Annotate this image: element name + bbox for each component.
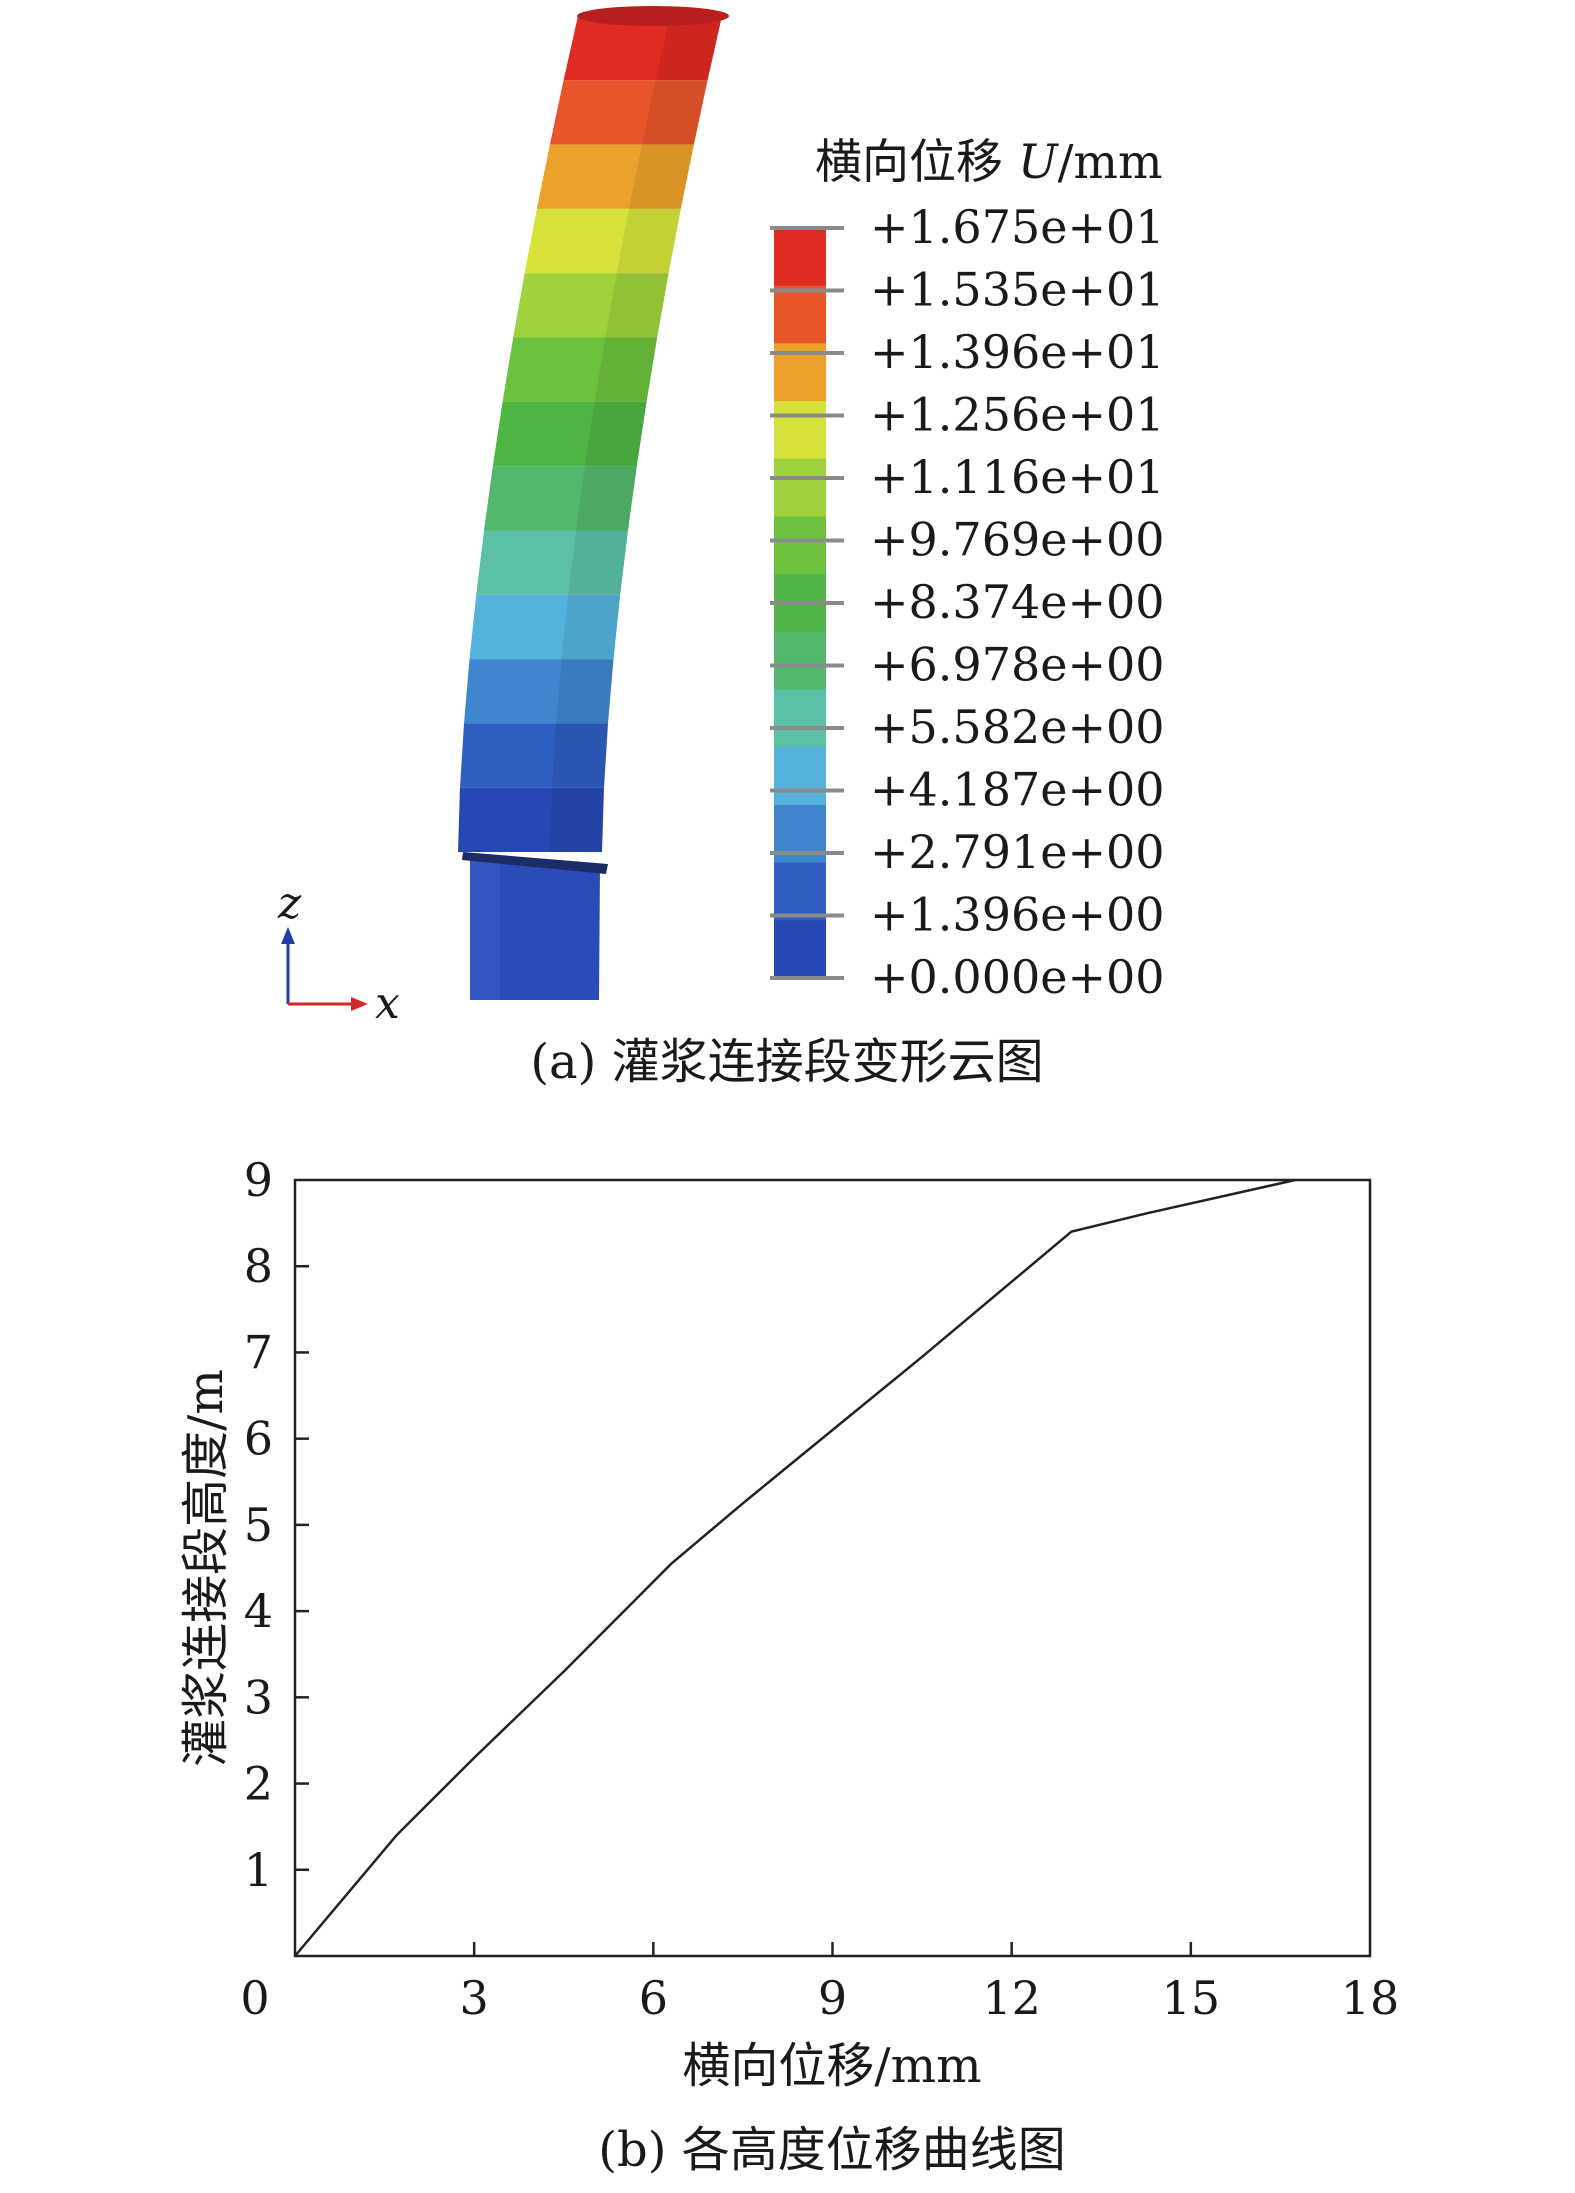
- column-band: [513, 273, 669, 338]
- legend-value-label: +1.675e+01: [870, 200, 1165, 254]
- deformation-contour-figure: z x 横向位移 U/mm +1.675e+01 +1.535e+01 +1.396…: [277, 6, 1165, 1090]
- y-axis-title: 灌浆连接段高度/m: [178, 1369, 234, 1767]
- y-tick-label: 9: [244, 1153, 273, 1207]
- legend-swatch: [774, 747, 826, 806]
- column-band: [563, 16, 722, 81]
- legend-value-label: +1.116e+01: [870, 450, 1165, 504]
- legend-swatch: [774, 631, 826, 691]
- x-tick-label: 3: [460, 1971, 489, 2025]
- y-tick-label: 7: [244, 1325, 273, 1379]
- column-band: [476, 530, 629, 595]
- column-band: [492, 401, 647, 467]
- displacement-curve: [294, 1178, 1296, 1957]
- column-band: [484, 466, 637, 531]
- color-legend: 横向位移 U/mm +1.675e+01 +1.535e+01 +1.396e+01…: [770, 135, 1165, 1004]
- x-tick-label: 15: [1162, 1971, 1221, 2025]
- y-tick-label: 3: [244, 1670, 273, 1724]
- legend-swatch: [774, 920, 826, 979]
- column-band: [536, 144, 694, 209]
- legend-value-label: +8.374e+00: [870, 575, 1165, 629]
- column-band: [464, 659, 614, 724]
- x-tick-label: 12: [982, 1971, 1041, 2025]
- legend-swatch: [774, 401, 826, 460]
- legend-swatch: [774, 862, 826, 921]
- legend-swatch: [774, 228, 826, 287]
- column-band: [502, 337, 658, 402]
- legend-value-label: +5.582e+00: [870, 700, 1165, 754]
- legend-swatch: [774, 516, 826, 575]
- legend-value-label: +4.187e+00: [870, 763, 1165, 817]
- legend-value-label: +2.791e+00: [870, 825, 1165, 879]
- x-axis-title: 横向位移/mm: [682, 2038, 981, 2094]
- legend-value-label: +1.256e+01: [870, 388, 1165, 442]
- column-band: [469, 594, 621, 660]
- column-band: [549, 80, 708, 145]
- legend-title: 横向位移 U/mm: [815, 135, 1163, 190]
- x-tick-label: 18: [1341, 1971, 1400, 2025]
- legend-swatch: [774, 458, 826, 517]
- y-tick-label: 8: [244, 1239, 273, 1293]
- column-band: [524, 208, 681, 274]
- x-axis-label: x: [375, 978, 400, 1029]
- y-tick-label: 2: [244, 1757, 273, 1811]
- legend-value-label: +6.978e+00: [870, 638, 1165, 692]
- column-base: [470, 860, 600, 1000]
- column-band: [459, 723, 609, 788]
- legend-value-label: +1.396e+01: [870, 325, 1165, 379]
- y-tick-label: 1: [244, 1843, 273, 1897]
- z-axis-label: z: [277, 878, 302, 929]
- legend-value-label: +0.000e+00: [870, 950, 1165, 1004]
- x-tick-label: 9: [818, 1971, 847, 2025]
- panel-b-caption: (b) 各高度位移曲线图: [598, 2122, 1065, 2178]
- y-tick-label: 4: [244, 1584, 273, 1638]
- column-band: [458, 787, 604, 852]
- column-top-cap: [577, 6, 729, 26]
- coordinate-triad: z x: [277, 878, 400, 1029]
- panel-a-caption: (a) 灌浆连接段变形云图: [530, 1034, 1043, 1090]
- legend-value-label: +1.535e+01: [870, 263, 1165, 317]
- z-arrow-icon: [281, 927, 295, 944]
- y-tick-label: 5: [244, 1498, 273, 1552]
- legend-swatch: [774, 285, 826, 344]
- column-model: [458, 6, 729, 1000]
- y-tick-label: 6: [244, 1412, 273, 1466]
- x-tick-label: 6: [639, 1971, 668, 2025]
- x-tick-label: 0: [240, 1971, 269, 2025]
- column-joint: [462, 852, 608, 874]
- legend-value-label: +1.396e+00: [870, 888, 1165, 942]
- x-arrow-icon: [351, 997, 368, 1011]
- legend-value-label: +9.769e+00: [870, 513, 1165, 567]
- legend-swatch: [774, 689, 826, 748]
- plot-frame: [293, 1178, 1372, 1958]
